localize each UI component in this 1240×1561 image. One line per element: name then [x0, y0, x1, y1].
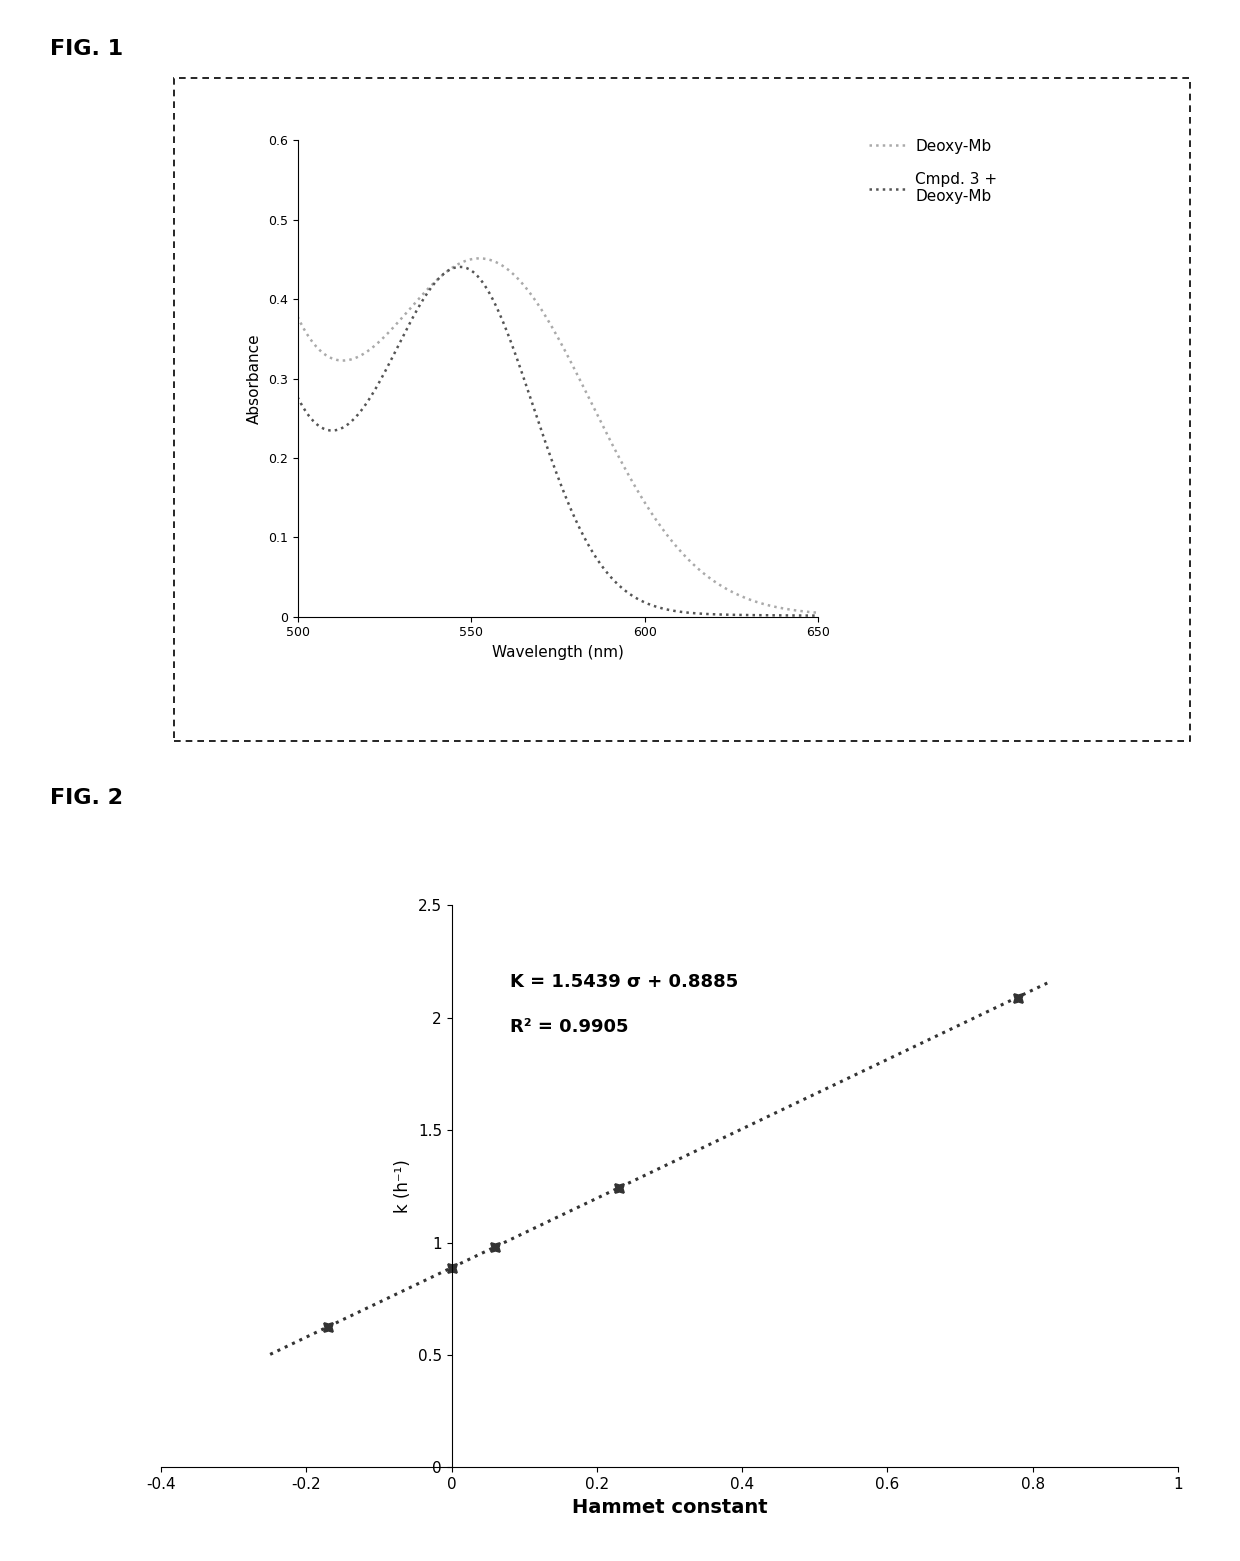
- Cmpd. 3 +
Deoxy-Mb: [573, 520, 588, 539]
- Cmpd. 3 +
Deoxy-Mb: [538, 434, 553, 453]
- Deoxy-Mb: [811, 604, 826, 623]
- Cmpd. 3 +
Deoxy-Mb: [718, 606, 733, 624]
- Cmpd. 3 +
Deoxy-Mb: [542, 443, 557, 462]
- Text: K = 1.5439 σ + 0.8885: K = 1.5439 σ + 0.8885: [510, 973, 738, 991]
- Deoxy-Mb: [601, 428, 616, 446]
- Cmpd. 3 +
Deoxy-Mb: [290, 387, 305, 406]
- Text: FIG. 1: FIG. 1: [50, 39, 123, 59]
- Deoxy-Mb: [800, 603, 815, 621]
- Legend: Deoxy-Mb, Cmpd. 3 +
Deoxy-Mb: Deoxy-Mb, Cmpd. 3 + Deoxy-Mb: [863, 133, 1003, 211]
- Cmpd. 3 +
Deoxy-Mb: [811, 606, 826, 624]
- X-axis label: Wavelength (nm): Wavelength (nm): [492, 645, 624, 660]
- Deoxy-Mb: [718, 579, 733, 598]
- Cmpd. 3 +
Deoxy-Mb: [453, 258, 467, 276]
- Y-axis label: Absorbance: Absorbance: [247, 332, 263, 425]
- Deoxy-Mb: [573, 372, 588, 390]
- Text: R² = 0.9905: R² = 0.9905: [510, 1018, 629, 1037]
- Line: Deoxy-Mb: Deoxy-Mb: [298, 259, 818, 613]
- Cmpd. 3 +
Deoxy-Mb: [800, 606, 815, 624]
- X-axis label: Hammet constant: Hammet constant: [572, 1497, 768, 1517]
- Deoxy-Mb: [542, 312, 557, 331]
- Deoxy-Mb: [471, 250, 486, 268]
- Line: Cmpd. 3 +
Deoxy-Mb: Cmpd. 3 + Deoxy-Mb: [298, 267, 818, 615]
- Text: FIG. 2: FIG. 2: [50, 788, 123, 809]
- Y-axis label: k (h⁻¹): k (h⁻¹): [394, 1160, 413, 1213]
- Deoxy-Mb: [538, 308, 553, 326]
- Cmpd. 3 +
Deoxy-Mb: [601, 565, 616, 584]
- Deoxy-Mb: [290, 308, 305, 326]
